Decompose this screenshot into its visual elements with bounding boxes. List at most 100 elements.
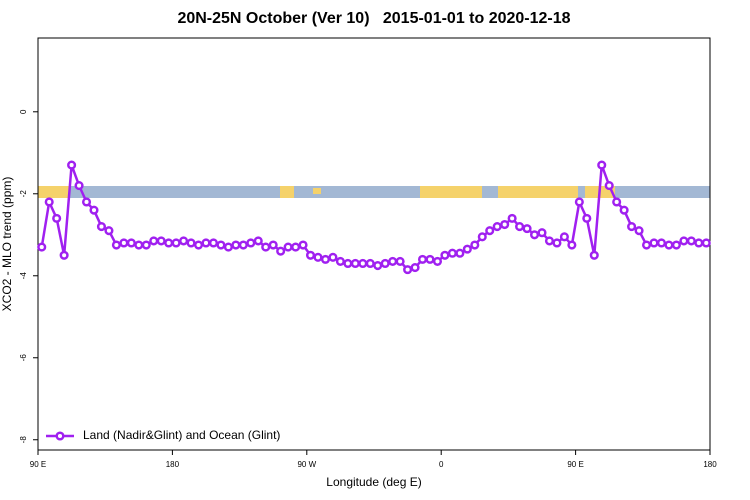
- x-tick-label: 90 E: [567, 460, 583, 469]
- point: [276, 246, 286, 256]
- point: [44, 197, 54, 207]
- point: [373, 260, 383, 271]
- point: [552, 238, 562, 248]
- y-tick-label: -6: [19, 354, 28, 362]
- point: [664, 240, 674, 250]
- y-tick-label: -8: [19, 436, 28, 444]
- x-axis-label: Longitude (deg E): [326, 475, 421, 489]
- x-tick-label: 180: [703, 460, 717, 469]
- point: [238, 240, 248, 250]
- point: [582, 213, 592, 223]
- point: [179, 236, 189, 246]
- point: [597, 160, 607, 170]
- point: [186, 238, 196, 248]
- point: [253, 236, 263, 246]
- x-tick-label: 90 W: [297, 460, 316, 469]
- y-tick-label: -4: [19, 272, 28, 280]
- point: [223, 242, 233, 252]
- point: [447, 248, 457, 258]
- point: [164, 238, 174, 248]
- point: [134, 240, 144, 250]
- point: [619, 205, 629, 215]
- point: [492, 222, 502, 232]
- point: [559, 232, 569, 242]
- point: [627, 222, 637, 232]
- land-ocean-strip: [38, 186, 710, 198]
- point: [612, 197, 622, 207]
- point: [656, 238, 667, 248]
- point: [358, 258, 368, 269]
- point: [126, 238, 136, 248]
- point: [641, 240, 652, 250]
- point: [208, 238, 219, 248]
- point: [403, 265, 413, 275]
- point: [537, 228, 547, 238]
- legend-marker: [55, 431, 65, 441]
- point: [96, 222, 107, 232]
- point: [313, 252, 323, 262]
- point: [171, 238, 181, 248]
- point: [440, 250, 450, 260]
- point: [246, 238, 256, 248]
- point: [335, 256, 345, 266]
- point: [395, 256, 405, 266]
- point: [74, 181, 84, 191]
- point: [149, 236, 159, 246]
- point: [111, 240, 121, 250]
- point: [462, 244, 472, 254]
- point: [52, 213, 62, 223]
- point: [119, 238, 129, 248]
- point: [283, 242, 293, 252]
- point: [425, 254, 435, 264]
- point: [328, 252, 338, 262]
- point: [216, 240, 226, 250]
- series-line: [40, 164, 707, 272]
- point: [417, 254, 428, 264]
- point: [529, 230, 540, 240]
- point: [671, 240, 681, 250]
- point: [455, 248, 465, 258]
- point: [67, 160, 77, 170]
- point: [567, 240, 577, 250]
- point: [649, 238, 659, 248]
- point: [432, 256, 443, 266]
- point: [544, 236, 555, 246]
- point: [231, 240, 241, 250]
- point: [380, 258, 390, 269]
- point: [298, 240, 308, 250]
- point: [634, 226, 644, 236]
- point: [350, 258, 360, 269]
- point: [522, 224, 532, 234]
- y-tick-label: 0: [19, 109, 28, 114]
- point: [268, 240, 278, 250]
- point: [156, 236, 166, 246]
- point: [291, 242, 301, 252]
- point: [104, 226, 114, 236]
- point: [507, 213, 517, 223]
- point: [410, 263, 420, 273]
- x-tick-label: 180: [166, 460, 180, 469]
- x-tick-label: 90 E: [30, 460, 46, 469]
- point: [343, 258, 353, 269]
- point: [261, 242, 271, 252]
- chart-title: 20N-25N October (Ver 10) 2015-01-01 to 2…: [177, 10, 570, 27]
- point: [686, 236, 696, 246]
- y-axis-label: XCO2 - MLO trend (ppm): [0, 177, 14, 312]
- x-tick-label: 0: [439, 460, 444, 469]
- point: [701, 238, 711, 248]
- point: [201, 238, 211, 248]
- point: [515, 222, 525, 232]
- point: [679, 236, 689, 246]
- point: [388, 256, 398, 266]
- point: [37, 242, 47, 252]
- point: [485, 226, 495, 236]
- point: [89, 205, 99, 215]
- point: [477, 232, 487, 242]
- point: [589, 250, 599, 260]
- point: [305, 250, 316, 260]
- point: [320, 254, 331, 264]
- point: [574, 197, 584, 207]
- point: [141, 240, 151, 250]
- point: [470, 240, 480, 250]
